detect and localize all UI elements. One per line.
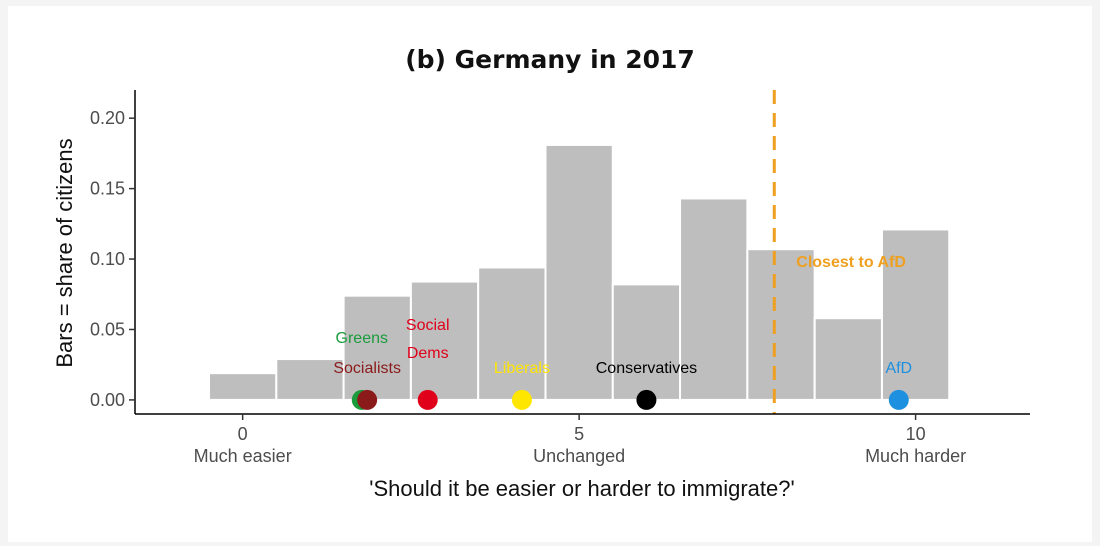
- y-tick-label: 0.00: [90, 390, 125, 410]
- party-label-social-dems: Dems: [407, 345, 449, 362]
- party-dot-socialists: [357, 389, 378, 410]
- y-tick-label: 0.15: [90, 179, 125, 199]
- y-tick-label: 0.10: [90, 249, 125, 269]
- bar-8: [746, 248, 816, 401]
- x-tick-label: 0: [238, 424, 248, 444]
- party-dot-social-dems: [417, 389, 438, 410]
- bar-1: [275, 358, 345, 401]
- bar-4: [477, 266, 547, 401]
- bar-6: [611, 283, 682, 401]
- bar-10: [880, 228, 951, 401]
- party-label-liberals: Liberals: [494, 360, 550, 377]
- bar-9: [813, 317, 883, 401]
- y-axis-title: Bars = share of citizens: [52, 138, 77, 367]
- y-tick-label: 0.20: [90, 108, 125, 128]
- bar-2: [342, 294, 412, 401]
- bar-0: [208, 372, 278, 401]
- y-tick-label: 0.05: [90, 319, 125, 339]
- party-dot-afd: [888, 389, 909, 410]
- party-label-conservatives: Conservatives: [596, 360, 697, 377]
- chart-svg: (b) Germany in 2017 Closest to AfD 0.00 0…: [52, 45, 1030, 501]
- bar-5: [544, 143, 614, 401]
- chart-card: (b) Germany in 2017 Closest to AfD 0.00 0…: [8, 6, 1092, 542]
- party-label-socialists: Socialists: [333, 360, 401, 377]
- bar-7: [679, 197, 749, 401]
- party-label-greens: Greens: [336, 330, 388, 347]
- party-label-afd: AfD: [885, 360, 912, 377]
- party-dot-liberals: [511, 389, 532, 410]
- x-tick-sublabel: Much harder: [865, 446, 966, 466]
- x-tick-sublabel: Unchanged: [533, 446, 625, 466]
- chart-title: (b) Germany in 2017: [405, 45, 695, 74]
- x-tick-label: 5: [574, 424, 584, 444]
- party-dot-conservatives: [636, 389, 657, 410]
- x-tick-sublabel: Much easier: [194, 446, 292, 466]
- x-axis-title: 'Should it be easier or harder to immigr…: [369, 476, 794, 501]
- x-tick-label: 10: [906, 424, 926, 444]
- reference-line-label: Closest to AfD: [796, 254, 906, 271]
- party-label-social-dems: Social: [406, 317, 450, 334]
- bar-3: [409, 280, 480, 401]
